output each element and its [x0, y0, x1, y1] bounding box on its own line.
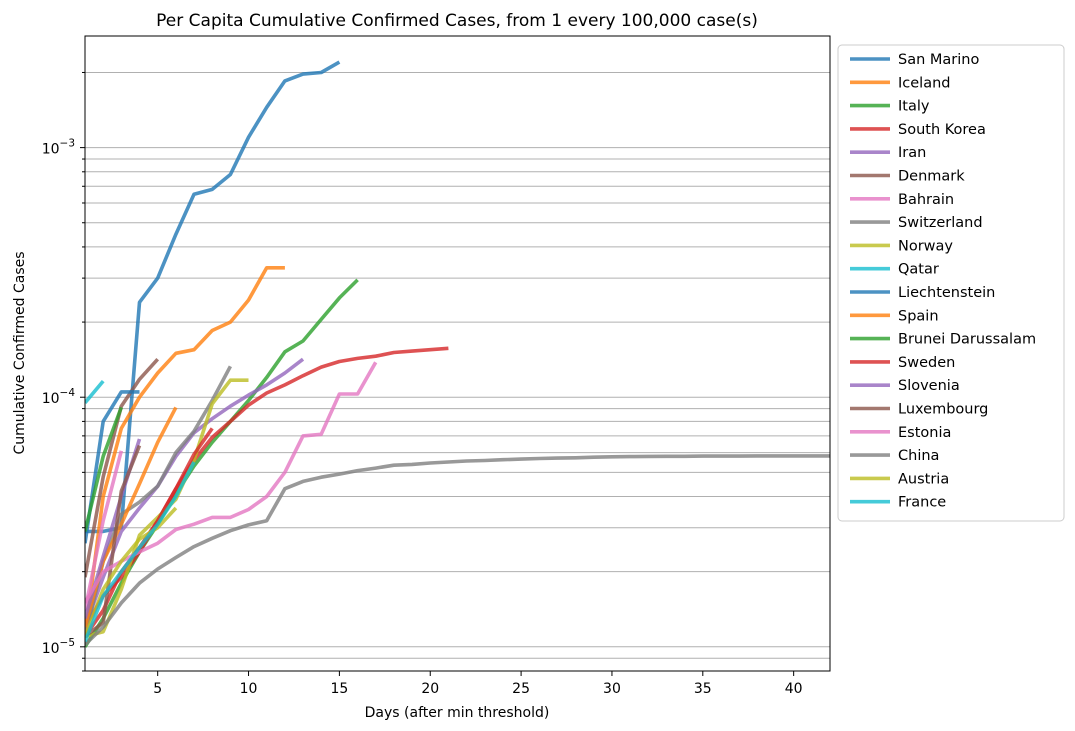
legend-label: Denmark [898, 169, 965, 185]
legend-item: China [850, 448, 939, 464]
legend-item: Liechtenstein [850, 285, 995, 301]
legend-label: France [898, 495, 946, 511]
x-tick-label: 35 [694, 681, 712, 697]
plot-lines [85, 60, 830, 648]
legend-label: Qatar [898, 262, 939, 278]
legend-label: Switzerland [898, 215, 983, 231]
legend-item: Qatar [850, 262, 939, 278]
x-tick-label: 5 [153, 681, 162, 697]
legend-label: South Korea [898, 122, 986, 138]
legend-label: Austria [898, 471, 949, 487]
legend-label: China [898, 448, 939, 464]
x-tick-label: 40 [785, 681, 803, 697]
legend-item: Brunei Darussalam [850, 332, 1036, 348]
series-line-qatar [85, 379, 105, 404]
legend-item: South Korea [850, 122, 986, 138]
legend-item: Norway [850, 238, 953, 254]
x-tick-label: 10 [240, 681, 258, 697]
legend-item: Switzerland [850, 215, 983, 231]
legend-label: Norway [898, 238, 953, 254]
legend-label: San Marino [898, 52, 979, 68]
legend-item: Luxembourg [850, 402, 988, 418]
legend-item: Estonia [850, 425, 951, 441]
legend-label: Brunei Darussalam [898, 332, 1036, 348]
legend-label: Luxembourg [898, 402, 988, 418]
legend-item: Iceland [850, 75, 950, 91]
legend-item: Iran [850, 145, 926, 161]
y-tick-label: 10−3 [42, 138, 75, 158]
series-line-china [85, 454, 830, 646]
x-axis: 5 10 15 20 25 30 35 40 [153, 671, 803, 697]
legend-item: Bahrain [850, 192, 954, 208]
series-line-brunei-darussalam [85, 406, 123, 532]
y-axis-title: Cumulative Confirmed Cases [12, 251, 28, 454]
series-line-denmark [85, 357, 160, 578]
legend-label: Iran [898, 145, 926, 161]
legend-label: Liechtenstein [898, 285, 995, 301]
legend-label: Estonia [898, 425, 951, 441]
legend-item: San Marino [850, 52, 979, 68]
x-tick-label: 15 [330, 681, 348, 697]
y-axis: 10−5 10−4 10−3 [42, 71, 85, 672]
series-line-france [85, 461, 196, 643]
legend-item: Spain [850, 308, 939, 324]
series-line-liechtenstein [85, 390, 140, 544]
x-tick-label: 20 [421, 681, 439, 697]
legend-item: France [850, 495, 946, 511]
legend: San Marino Iceland Italy South Korea Iran Den… [837, 44, 1065, 522]
x-tick-label: 30 [603, 681, 621, 697]
legend-item: Italy [850, 99, 930, 115]
legend-label: Sweden [898, 355, 955, 371]
legend-label: Bahrain [898, 192, 954, 208]
grid-lines [85, 71, 830, 672]
series-line-austria [85, 506, 178, 638]
legend-item: Austria [850, 471, 949, 487]
series-line-luxembourg [85, 444, 142, 638]
legend-label: Iceland [898, 75, 950, 91]
legend-item: Sweden [850, 355, 955, 371]
series-line-san-marino [85, 60, 341, 534]
x-tick-label: 25 [512, 681, 530, 697]
chart-title: Per Capita Cumulative Confirmed Cases, f… [156, 11, 758, 31]
legend-label: Slovenia [898, 378, 960, 394]
legend-item: Slovenia [850, 378, 960, 394]
legend-label: Spain [898, 308, 939, 324]
y-tick-label: 10−5 [42, 637, 75, 657]
series-line-bahrain [85, 450, 124, 611]
legend-box [837, 44, 1065, 522]
y-tick-label: 10−4 [42, 387, 76, 407]
legend-label: Italy [898, 99, 930, 115]
legend-item: Denmark [850, 169, 965, 185]
series-line-iceland [85, 265, 285, 637]
plot-frame [84, 35, 831, 672]
x-axis-title: Days (after min threshold) [365, 705, 550, 721]
